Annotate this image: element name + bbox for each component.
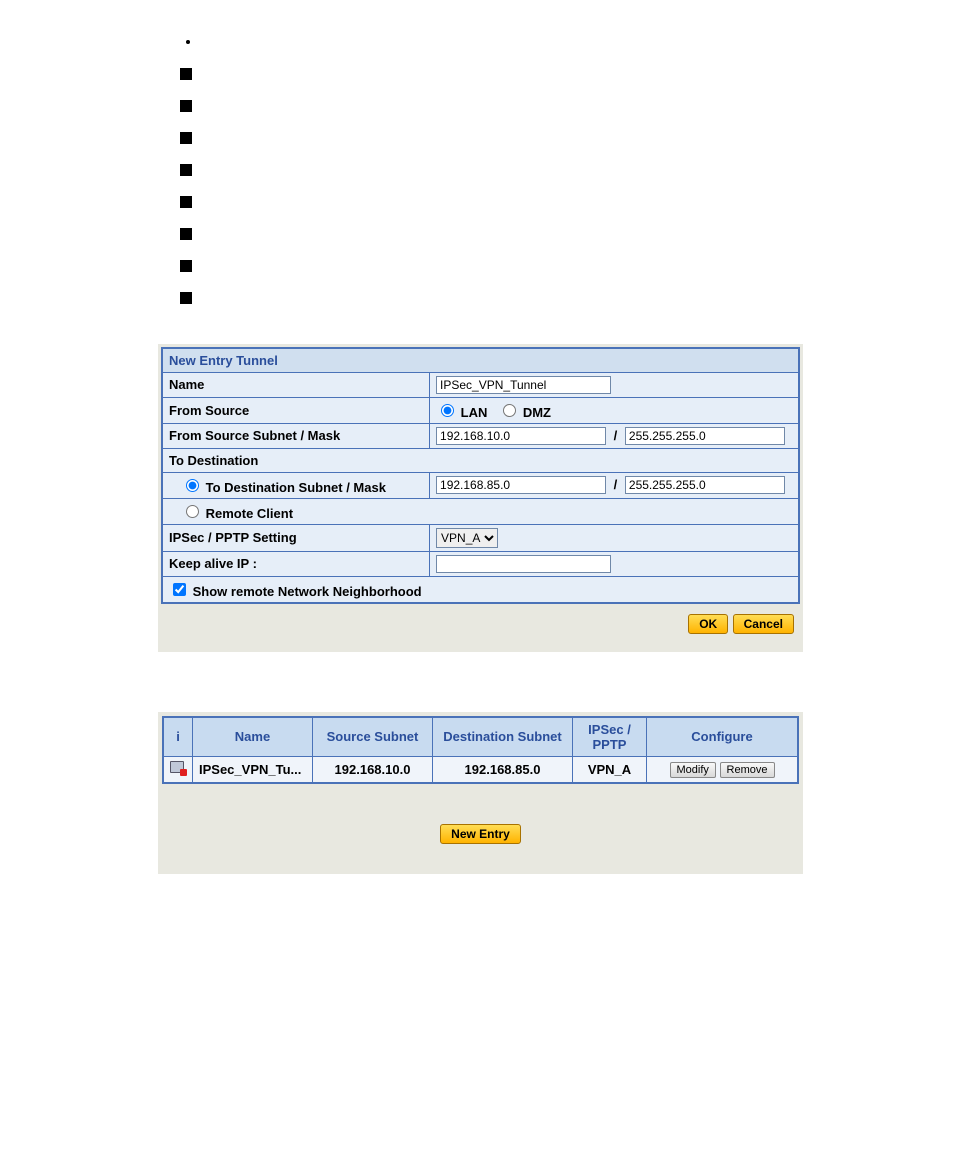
col-name: Name [193,717,313,757]
dest-subnet-mask-input[interactable] [625,476,785,494]
new-entry-button[interactable]: New Entry [440,824,521,844]
row-src: 192.168.10.0 [313,756,433,783]
bullet-square [180,228,192,240]
src-subnet-ip-input[interactable] [436,427,606,445]
bullet-square [180,132,192,144]
new-entry-row: New Entry [162,784,799,844]
lan-label[interactable]: LAN [461,405,488,420]
new-entry-tunnel-panel: New Entry Tunnel Name From Source LAN DM… [158,344,803,652]
keepalive-label: Keep alive IP : [162,551,430,576]
ipsec-label: IPSec / PPTP Setting [162,524,430,551]
show-remote-row: Show remote Network Neighborhood [162,576,799,603]
remove-button[interactable]: Remove [720,762,775,778]
table-row: IPSec_VPN_Tu... 192.168.10.0 192.168.85.… [163,756,798,783]
tunnel-list-panel: i Name Source Subnet Destination Subnet … [158,712,803,874]
dmz-radio[interactable] [503,404,516,417]
status-cell [163,756,193,783]
bullet-square [180,164,192,176]
show-remote-checkbox[interactable] [173,583,186,596]
slash-separator: / [614,477,618,492]
dest-subnet-ip-input[interactable] [436,476,606,494]
ipsec-cell: VPN_A [430,524,799,551]
remote-client-option: Remote Client [162,498,799,524]
status-disconnected-icon [170,761,186,775]
bullet-list [180,40,954,304]
modify-button[interactable]: Modify [670,762,716,778]
cancel-button[interactable]: Cancel [733,614,794,634]
bullet-square [180,100,192,112]
col-i: i [163,717,193,757]
src-subnet-label: From Source Subnet / Mask [162,423,430,448]
remote-client-label[interactable]: Remote Client [206,506,293,521]
ipsec-select[interactable]: VPN_A [436,528,498,548]
row-configure: Modify Remove [647,756,799,783]
src-subnet-mask-input[interactable] [625,427,785,445]
bullet-square [180,68,192,80]
form-title: New Entry Tunnel [162,348,799,372]
tunnel-list-table: i Name Source Subnet Destination Subnet … [162,716,799,784]
dest-subnet-cell: / [430,472,799,498]
remote-client-radio[interactable] [186,505,199,518]
from-source-label: From Source [162,397,430,423]
show-remote-label[interactable]: Show remote Network Neighborhood [193,584,422,599]
bullet-square [180,196,192,208]
col-ipsec: IPSec / PPTP [573,717,647,757]
from-source-cell: LAN DMZ [430,397,799,423]
lan-radio[interactable] [441,404,454,417]
form-buttons: OK Cancel [161,604,800,634]
col-dst: Destination Subnet [433,717,573,757]
tunnel-form-table: New Entry Tunnel Name From Source LAN DM… [161,347,800,604]
name-input[interactable] [436,376,611,394]
keepalive-cell [430,551,799,576]
src-subnet-cell: / [430,423,799,448]
bullet-square [180,260,192,272]
row-name: IPSec_VPN_Tu... [193,756,313,783]
col-configure: Configure [647,717,799,757]
name-cell [430,372,799,397]
row-ipsec: VPN_A [573,756,647,783]
row-dst: 192.168.85.0 [433,756,573,783]
dest-subnet-radio-label[interactable]: To Destination Subnet / Mask [206,480,386,495]
dest-subnet-option: To Destination Subnet / Mask [162,472,430,498]
col-src: Source Subnet [313,717,433,757]
name-label: Name [162,372,430,397]
ok-button[interactable]: OK [688,614,728,634]
dmz-label[interactable]: DMZ [523,405,551,420]
slash-separator: / [614,428,618,443]
bullet-square [180,292,192,304]
dest-subnet-radio[interactable] [186,479,199,492]
to-destination-label: To Destination [162,448,799,472]
keepalive-input[interactable] [436,555,611,573]
bullet-dot [186,40,190,44]
